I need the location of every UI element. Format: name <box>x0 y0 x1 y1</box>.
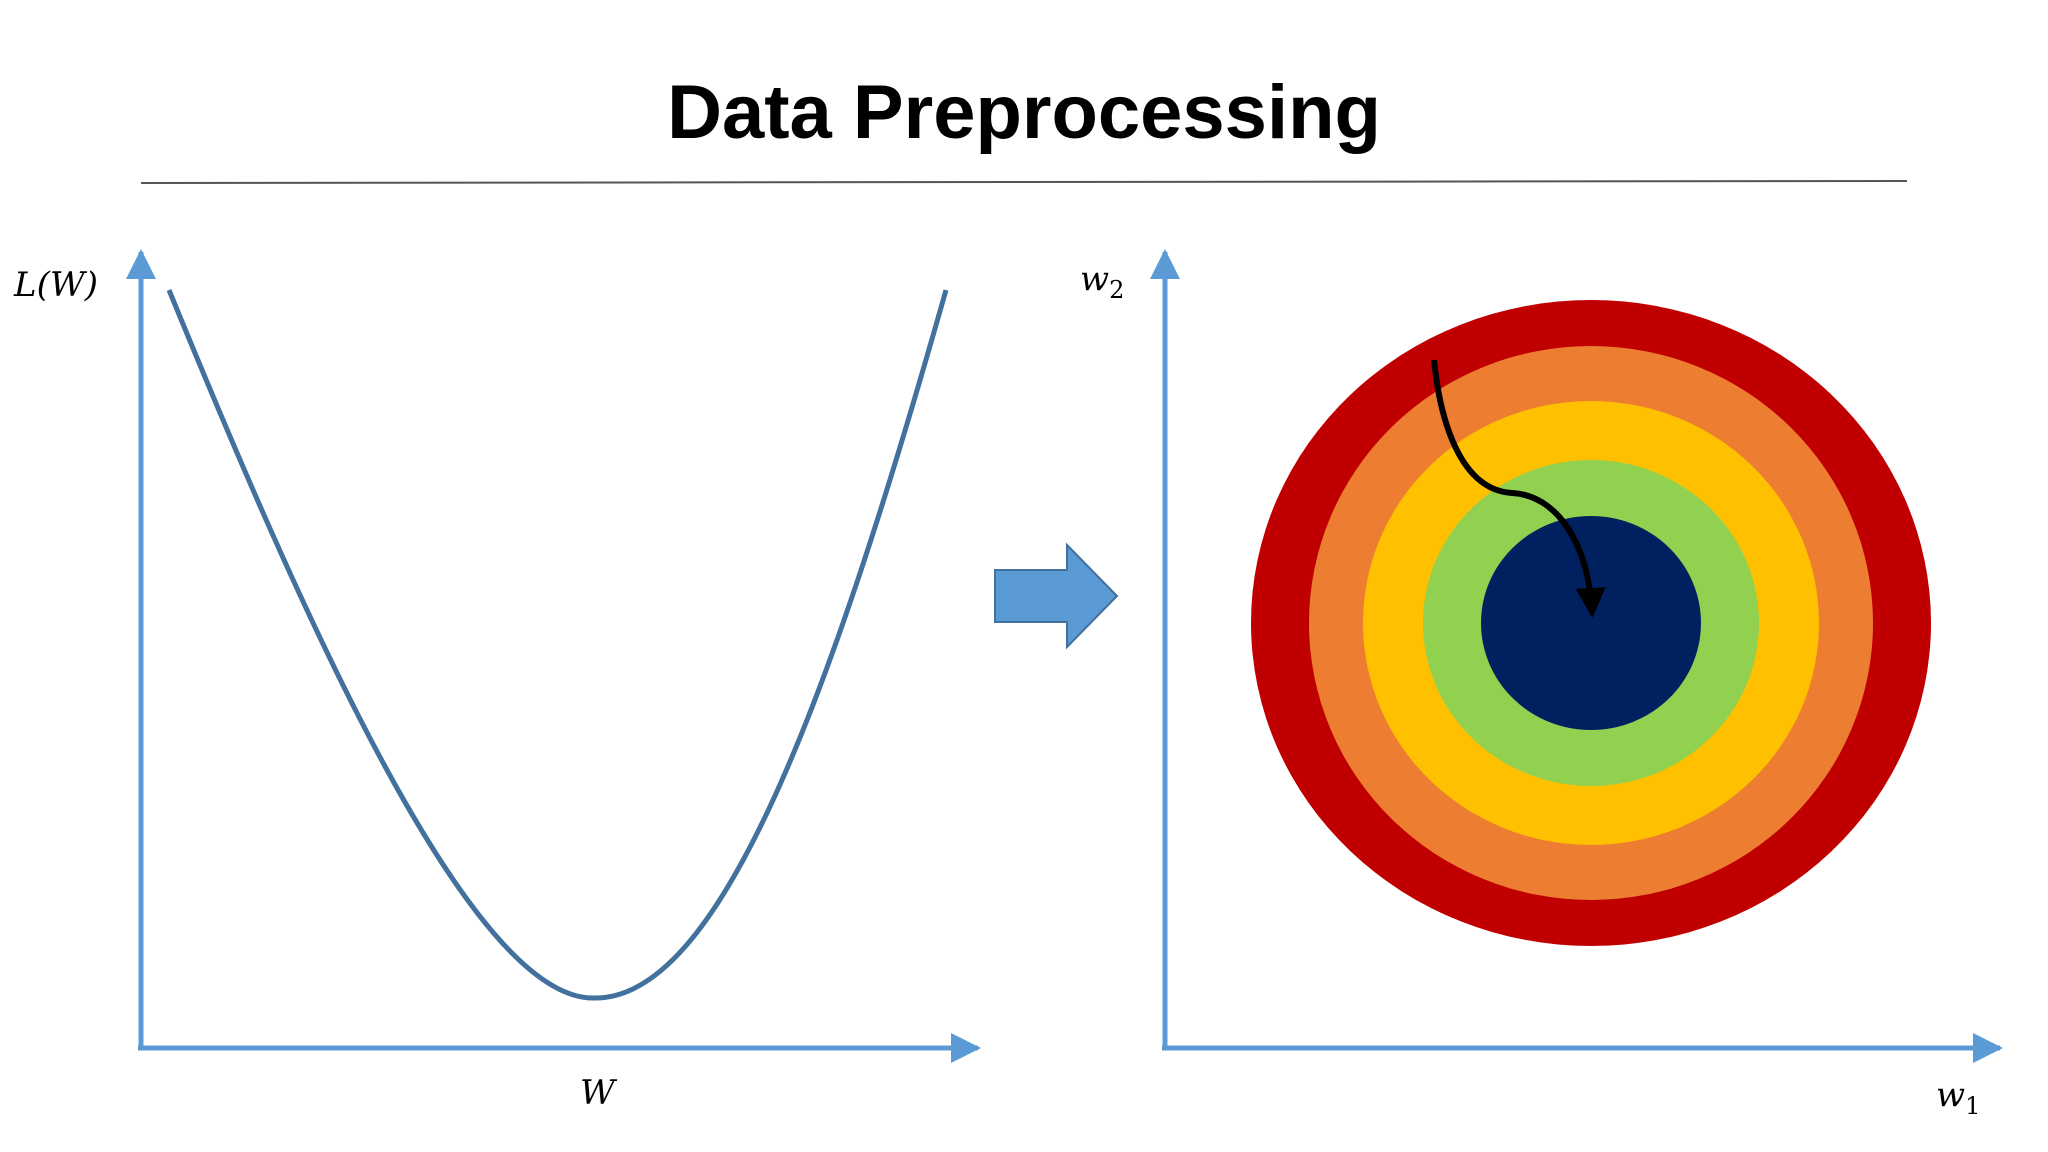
slide-title: Data Preprocessing <box>667 70 1381 155</box>
loss-axis-label: L(W) <box>13 265 98 305</box>
w2-axis-label: w2 <box>1080 259 1124 304</box>
right-block-arrow-icon <box>994 542 1119 650</box>
loss-curve <box>166 289 949 1001</box>
w1-axis-label: w1 <box>1936 1075 1980 1120</box>
descent-path-arrow <box>1431 359 1606 618</box>
title-divider <box>140 180 1908 184</box>
right-plot: w2 w1 <box>1080 249 2003 1120</box>
contour-minimum <box>1481 516 1701 730</box>
weight-axis-label: W <box>580 1073 618 1113</box>
left-plot: L(W) W <box>13 249 981 1113</box>
